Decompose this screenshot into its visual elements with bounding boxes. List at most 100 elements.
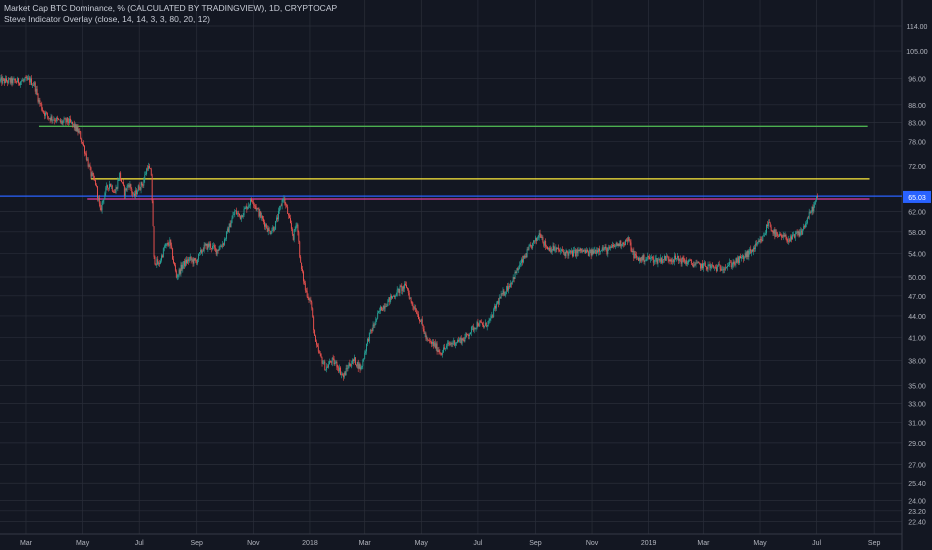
candle-body [631,250,633,253]
candle-body [427,338,429,340]
candle-body [311,302,313,309]
candle-body [465,333,467,338]
candle-body [149,168,151,170]
candle-body [552,245,554,251]
candle-body [378,311,380,313]
candle-body [360,367,362,370]
candle-body [288,213,290,216]
candle-body [76,127,78,132]
x-tick-label: Mar [697,540,710,547]
candle-body [478,325,480,327]
candle-body [379,310,380,312]
candle-body [695,262,697,265]
candle-body [581,250,583,252]
candle-body [65,118,67,123]
candle-body [58,118,59,120]
candle-body [315,341,317,345]
candle-body [49,118,51,121]
candle-body [242,215,244,218]
candle-body [250,199,252,206]
candle-body [119,172,121,181]
candle-body [665,256,667,261]
x-tick-label: 2019 [641,540,657,547]
candle-body [404,283,406,289]
candle-body [650,258,651,260]
indicator-label[interactable]: Steve Indicator Overlay (close, 14, 14, … [4,14,211,24]
candle-body [817,196,819,198]
candle-body [126,185,128,191]
candle-body [480,321,482,323]
y-tick-label: 27.00 [908,463,926,470]
candle-body [525,255,527,258]
candle-body [586,249,588,252]
time-axis[interactable]: Mar May Jul Sep Nov 2018 Mar May Jul Sep Nov 2019 Ma… [20,540,881,547]
candle-body [555,247,557,250]
y-tick-label: 22.40 [908,520,926,527]
candle-body [416,311,418,314]
candle-body [278,208,280,212]
candle-body [240,215,242,220]
candle-body [805,223,806,228]
x-tick-label: 2018 [302,540,318,547]
candle-body [661,257,663,263]
candle-body [522,255,524,263]
candle-body [328,364,329,368]
candle-body [515,271,517,274]
candle-body [575,249,577,256]
candle-body [345,368,347,376]
candle-body [808,212,810,219]
candle-body [173,259,174,263]
current-value-label: 65.03 [908,195,926,202]
candle-body [560,249,562,251]
candle-body [422,324,424,329]
candle-body [502,290,504,294]
candle-body [743,256,745,260]
candle-body [215,248,217,255]
candles [0,74,819,381]
candle-body [162,248,164,258]
candle-body [290,218,291,224]
candle-body [198,253,200,260]
candle-body [15,80,17,83]
candle-body [792,234,794,236]
candle-body [70,118,71,122]
candle-body [714,266,715,268]
candle-body [612,244,614,247]
candle-body [614,244,616,247]
candle-body [466,333,468,335]
price-axis[interactable]: 114.00 105.00 96.00 88.00 83.00 78.00 72.00 65.… [903,24,931,527]
candle-body [204,244,206,246]
candle-body [152,201,154,227]
y-tick-label: 62.00 [908,209,926,216]
candle-body [713,265,715,268]
candle-body [45,112,46,116]
candle-body [769,222,771,227]
candle-body [393,296,395,298]
candle-body [363,358,365,360]
candle-body [812,206,814,212]
candle-body [689,259,691,261]
candle-body [570,250,572,253]
candle-body [3,78,5,80]
candle-body [542,237,544,243]
candle-body [443,347,445,353]
candle-body [437,350,439,352]
candle-body [135,190,137,195]
candle-body [222,243,224,247]
candle-body [185,259,187,267]
candle-body [662,259,664,263]
candle-body [52,119,54,121]
candle-body [704,262,706,267]
candle-body [129,184,131,187]
horizontal-levels[interactable] [0,125,902,200]
candle-body [395,295,397,297]
candle-body [740,256,741,259]
candle-body [687,262,689,265]
candle-body [58,119,60,121]
candle-body [751,249,753,254]
candle-body [449,344,451,345]
candle-body [439,351,441,353]
candle-body [435,343,437,349]
y-tick-label: 58.00 [908,230,926,237]
